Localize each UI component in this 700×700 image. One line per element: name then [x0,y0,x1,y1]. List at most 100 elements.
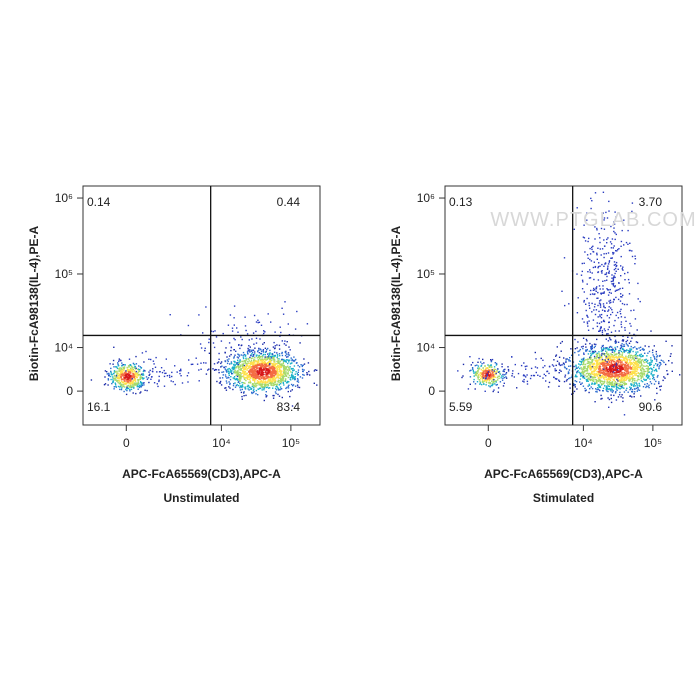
event-dot [629,395,632,397]
event-dot [286,386,288,389]
event-dot [240,354,242,356]
event-dot [288,368,291,370]
event-dot [604,330,606,332]
event-dot [289,395,291,398]
event-dot [649,381,652,383]
event-dot [626,387,628,390]
event-dot [637,298,639,300]
event-dot [140,391,142,393]
event-dot [572,361,575,363]
event-dot [634,365,636,367]
event-dot [275,389,278,391]
event-dot [270,366,272,368]
event-dot [565,361,567,363]
event-dot [254,384,256,386]
event-dot [474,383,477,385]
event-dot [252,374,254,377]
event-dot [603,320,606,323]
event-dot [118,382,120,384]
event-dot [610,363,613,365]
event-dot [258,371,260,373]
event-dot [625,343,628,345]
event-dot [247,360,249,363]
event-dot [181,382,184,384]
event-dot [584,343,587,345]
event-dot [635,374,637,377]
event-dot [587,360,589,363]
event-dot [530,367,533,370]
event-dot [615,270,617,272]
event-dot [255,365,257,367]
event-dot [641,359,644,361]
event-dot [595,357,597,359]
event-dot [624,272,626,275]
event-dot [168,374,171,377]
event-dot [641,365,643,367]
event-dot [476,364,478,366]
event-dot [252,370,255,372]
event-dot [253,314,256,317]
event-dot [615,399,618,401]
event-dot [653,366,655,369]
event-dot [632,350,634,353]
event-dot [628,377,630,379]
event-dot [180,375,182,377]
event-dot [285,387,287,390]
event-dot [118,380,121,382]
event-dot [239,364,242,366]
event-dot [529,377,532,380]
event-dot [119,383,122,385]
event-dot [248,339,250,341]
event-dot [481,372,484,374]
event-dot [279,377,281,380]
event-dot [134,380,137,382]
event-dot [576,312,579,314]
event-dot [627,336,629,338]
event-dot [625,341,627,343]
event-dot [589,365,591,367]
event-dot [146,378,149,380]
event-dot [633,359,636,361]
event-dot [584,363,587,366]
event-dot [198,369,200,371]
event-dot [608,406,610,408]
event-dot [116,380,118,382]
event-dot [279,374,281,376]
event-dot [274,361,276,363]
event-dot [591,360,594,363]
event-dot [619,356,622,358]
event-dot [481,380,484,382]
event-dot [241,372,243,374]
event-dot [242,366,244,368]
event-dot [128,376,131,378]
event-dot [250,387,253,390]
event-dot [621,368,623,371]
event-dot [615,261,618,264]
event-dot [568,303,570,305]
event-dot [252,363,255,365]
event-dot [593,346,595,349]
event-dot [120,380,123,383]
event-dot [564,376,566,378]
event-dot [242,365,244,367]
event-dot [169,376,171,378]
event-dot [621,353,623,356]
event-dot [542,366,544,369]
event-dot [267,370,269,372]
event-dot [170,380,172,382]
event-dot [137,380,139,382]
event-dot [139,378,142,380]
event-dot [568,359,570,361]
event-dot [477,367,479,369]
x-axis-title: APC-FcA65569(CD3),APC-A [484,467,643,481]
event-dot [599,359,601,361]
event-dot [213,369,216,371]
event-dot [612,360,614,362]
event-dot [633,388,636,390]
event-dot [591,200,593,202]
event-dot [491,371,494,373]
event-dot [491,384,493,387]
event-dot [599,368,602,370]
event-dot [269,366,271,368]
event-dot [567,371,570,373]
